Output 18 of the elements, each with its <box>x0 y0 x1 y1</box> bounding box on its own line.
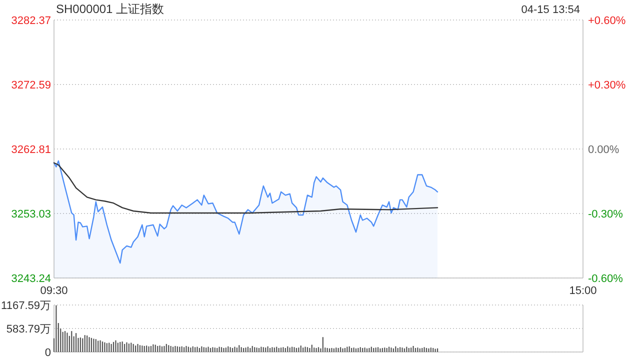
y-tick-label: 3262.81 <box>11 144 51 156</box>
line-series <box>53 162 438 214</box>
y2-tick-label: -0.30% <box>588 208 624 220</box>
y-tick-label: 3243.24 <box>11 273 51 285</box>
y-tick-label: 3253.03 <box>11 208 51 220</box>
y2-tick-label: -0.60% <box>588 273 624 285</box>
chart-title: SH000001 上证指数 <box>56 2 164 16</box>
y2-tick-label: +0.60% <box>588 15 626 27</box>
y2-tick-label: +0.30% <box>588 80 626 92</box>
y-tick-label: 0 <box>44 347 51 359</box>
y-tick-label: 583.79万 <box>6 324 51 336</box>
y-tick-label: 3282.37 <box>11 15 51 27</box>
y-tick-label: 3272.59 <box>11 79 51 92</box>
y-tick-label: 1167.59万 <box>1 300 51 312</box>
x-tick-label: 15:00 <box>569 285 597 297</box>
text: 04-15 13:54 <box>521 4 580 16</box>
x-tick-label: 09:30 <box>40 285 68 297</box>
y2-tick-label: 0.00% <box>588 144 620 156</box>
